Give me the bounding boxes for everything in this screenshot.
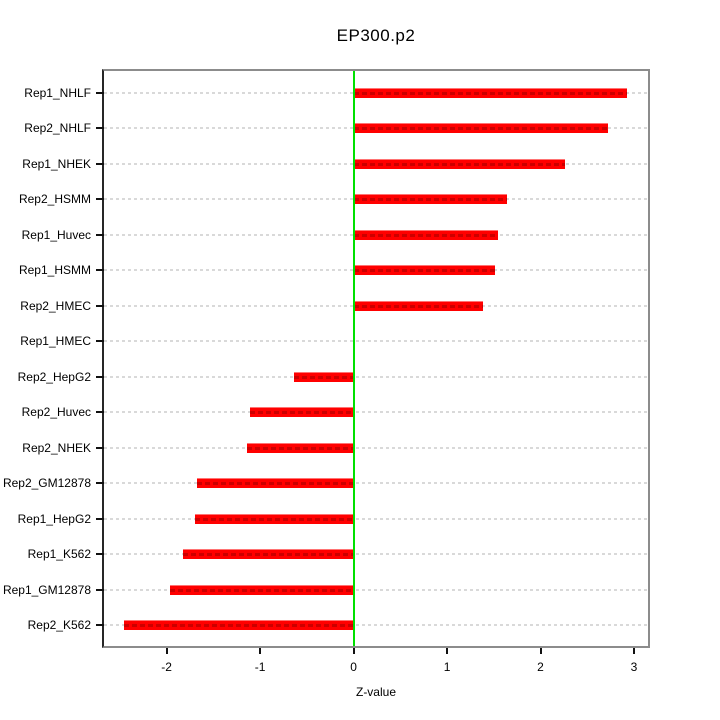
x-axis-tick-label: 1 [443,660,451,674]
bar-dash-overlay [353,198,507,202]
bar-dash-overlay [353,92,628,95]
y-axis-tick [96,198,104,201]
bar-dash-overlay [247,446,354,450]
bar-dash-overlay [249,411,354,415]
y-axis-tick [96,588,104,591]
y-axis-label-Rep2_HMEC: Rep2_HMEC [20,298,91,313]
y-axis-tick [96,411,104,414]
y-axis-label-Rep1_HepG2: Rep1_HepG2 [17,511,91,526]
y-axis-label-Rep2_NHLF: Rep2_NHLF [24,121,91,136]
y-axis-tick [96,624,104,627]
y-axis-tick [96,482,104,485]
y-axis-label-Rep1_Huvec: Rep1_Huvec [21,227,91,242]
zero-reference-line [352,71,355,646]
bar-Rep1_K562 [182,549,354,560]
y-axis-label-Rep1_HMEC: Rep1_HMEC [20,334,91,349]
bar-dash-overlay [197,482,354,486]
bar-Rep2_HSMM [353,194,507,205]
bar-Rep2_HMEC [353,300,484,311]
bar-Rep2_NHLF [353,123,608,134]
bar-Rep1_GM12878 [170,584,354,595]
bar-dash-overlay [353,304,484,308]
y-axis-label-Rep2_Huvec: Rep2_Huvec [21,405,91,420]
x-axis-tick-label: 0 [350,660,357,674]
x-axis-title: Z-value [355,685,396,699]
x-axis-tick-label: 2 [537,660,544,674]
y-axis-tick [96,233,104,236]
y-axis-label-Rep2_NHEK: Rep2_NHEK [22,440,91,455]
y-axis-tick [96,446,104,449]
grid-line [104,517,648,520]
grid-line [104,553,648,556]
bar-Rep2_K562 [123,620,354,631]
x-axis-tick-label: -2 [161,660,172,674]
bar-dash-overlay [170,588,354,592]
x-axis-tick [446,648,449,654]
bar-Rep2_HepG2 [293,371,354,382]
y-axis-label-Rep1_NHEK: Rep1_NHEK [22,156,91,171]
x-axis-tick-label: -1 [254,660,266,674]
x-axis-tick-label: 3 [630,660,638,674]
bar-dash-overlay [353,127,608,131]
bar-Rep1_HepG2 [194,513,354,524]
y-axis-label-Rep1_GM12878: Rep1_GM12878 [2,582,91,597]
y-axis-tick [96,162,104,165]
bar-dash-overlay [293,375,354,379]
y-axis-tick [96,92,104,94]
bar-Rep2_NHEK [247,442,354,453]
grid-line [104,375,648,378]
y-axis-label-Rep2_HepG2: Rep2_HepG2 [17,369,91,384]
bar-Rep2_GM12878 [197,478,354,489]
y-axis-tick [96,127,104,130]
bar-Rep1_Huvec [353,229,499,240]
x-axis-tick [632,648,635,654]
bar-dash-overlay [194,517,354,521]
y-axis-label-Rep1_K562: Rep1_K562 [27,547,91,562]
bar-dash-overlay [353,269,495,273]
y-axis-label-Rep2_K562: Rep2_K562 [27,618,91,633]
y-axis-label-Rep1_HSMM: Rep1_HSMM [18,263,91,278]
grid-line [104,411,648,414]
grid-line [104,624,648,627]
grid-line [104,446,648,449]
x-axis-tick [165,648,168,654]
bar-dash-overlay [123,624,354,628]
grid-line [104,482,648,485]
grid-line [104,588,648,591]
y-axis-tick [96,375,104,378]
x-axis-tick [259,648,262,654]
bar-Rep2_Huvec [249,407,354,418]
y-axis-label-Rep1_NHLF: Rep1_NHLF [24,86,91,100]
y-axis-tick [96,340,104,343]
plot-frame [102,69,650,648]
y-axis-tick [96,304,104,307]
y-axis-label-Rep2_GM12878: Rep2_GM12878 [2,476,91,491]
bar-Rep1_HSMM [353,265,495,276]
grid-line [104,340,648,343]
y-axis-tick [96,517,104,520]
x-axis-tick [539,648,542,654]
x-axis-tick [352,648,355,654]
bar-dash-overlay [182,553,354,557]
y-axis-tick [96,553,104,556]
bar-Rep1_NHLF [353,88,628,98]
y-axis-label-Rep2_HSMM: Rep2_HSMM [18,192,91,207]
bar-dash-overlay [353,162,565,166]
bar-Rep1_NHEK [353,158,565,169]
y-axis-tick [96,269,104,272]
chart-title: EP300.p2 [336,26,416,45]
bar-dash-overlay [353,233,499,237]
